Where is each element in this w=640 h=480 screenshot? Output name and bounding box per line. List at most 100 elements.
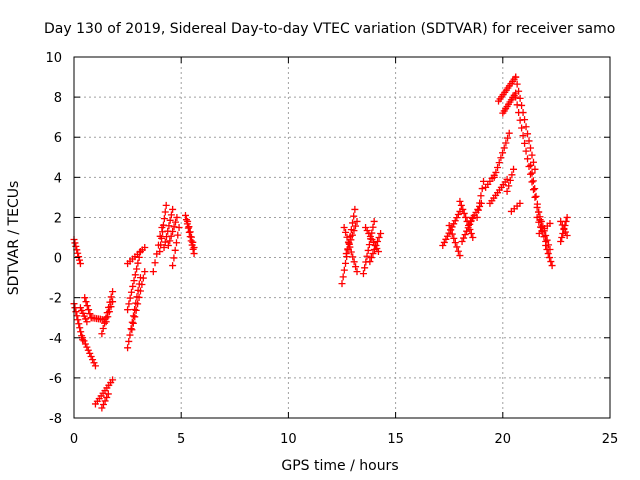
- data-point: [532, 192, 540, 200]
- data-point: [457, 201, 465, 209]
- data-point: [522, 123, 530, 131]
- data-point: [374, 238, 382, 246]
- data-point: [544, 250, 552, 258]
- data-point: [86, 349, 94, 357]
- x-tick-label: 20: [495, 432, 512, 447]
- y-axis-label: SDTVAR / TECUs: [6, 181, 22, 296]
- data-point: [529, 186, 537, 194]
- data-point: [560, 224, 568, 232]
- data-point: [368, 236, 376, 244]
- data-point: [443, 232, 451, 240]
- data-point: [83, 318, 91, 326]
- data-point: [546, 254, 554, 262]
- data-point: [339, 273, 347, 281]
- data-point: [543, 246, 551, 254]
- data-point: [73, 312, 81, 320]
- data-point: [548, 262, 556, 270]
- data-point: [467, 229, 475, 237]
- data-point: [340, 223, 348, 231]
- data-point: [129, 312, 137, 320]
- data-point: [149, 268, 157, 276]
- data-point: [528, 151, 536, 159]
- x-tick-label: 15: [387, 432, 404, 447]
- data-point: [516, 116, 524, 124]
- data-point: [450, 234, 458, 242]
- data-point: [138, 281, 146, 289]
- chart-title: Day 130 of 2019, Sidereal Day-to-day VTE…: [44, 21, 615, 37]
- data-point: [454, 247, 462, 255]
- data-point: [459, 205, 467, 213]
- data-point: [453, 243, 461, 251]
- data-point: [366, 232, 374, 240]
- data-point: [158, 234, 166, 242]
- data-point: [340, 266, 348, 274]
- data-point: [377, 229, 385, 237]
- data-point: [83, 343, 91, 351]
- data-point: [508, 171, 516, 179]
- data-point: [515, 109, 523, 117]
- data-point: [74, 249, 82, 257]
- data-point: [447, 226, 455, 234]
- y-tick-label: 8: [54, 91, 62, 106]
- data-point: [525, 137, 533, 145]
- data-point: [361, 264, 369, 272]
- data-point: [109, 376, 117, 384]
- data-point: [104, 390, 112, 398]
- data-point: [167, 232, 175, 240]
- data-point: [540, 233, 548, 241]
- y-tick-label: 2: [54, 211, 62, 226]
- data-point: [370, 217, 378, 225]
- data-point: [85, 306, 93, 314]
- data-point: [101, 397, 109, 405]
- data-point: [529, 177, 537, 185]
- data-point: [165, 222, 173, 230]
- data-point: [175, 223, 183, 231]
- data-point: [350, 227, 358, 235]
- data-point: [128, 318, 136, 326]
- data-point: [369, 223, 377, 231]
- data-point: [87, 352, 95, 360]
- data-point: [350, 258, 358, 266]
- data-point: [139, 274, 147, 282]
- data-point: [129, 319, 137, 327]
- y-tick-label: -2: [49, 292, 62, 307]
- data-point: [169, 262, 177, 270]
- data-point: [494, 164, 502, 172]
- data-point: [124, 306, 132, 314]
- data-point: [126, 331, 134, 339]
- data-point: [365, 241, 373, 249]
- data-point: [524, 130, 532, 138]
- data-point: [563, 213, 571, 221]
- plot-frame: [73, 56, 611, 419]
- data-point: [359, 270, 367, 278]
- data-point: [503, 175, 511, 183]
- data-point: [542, 242, 550, 250]
- data-point: [352, 263, 360, 271]
- data-point: [456, 252, 464, 260]
- x-tick-label: 10: [280, 432, 297, 447]
- data-point: [160, 215, 168, 223]
- data-point: [184, 217, 192, 225]
- y-tick-labels: -8 -6 -4 -2 0 2 4 6 8 10: [45, 51, 62, 427]
- data-point: [533, 203, 541, 211]
- data-point: [125, 337, 133, 345]
- data-point: [477, 192, 485, 200]
- data-point: [131, 313, 139, 321]
- data-point: [75, 320, 83, 328]
- data-point: [445, 221, 453, 229]
- data-point: [448, 230, 456, 238]
- data-point: [473, 213, 481, 221]
- data-point: [546, 219, 554, 227]
- x-axis-label: GPS time / hours: [281, 458, 398, 474]
- data-point: [535, 218, 543, 226]
- data-point: [166, 216, 174, 224]
- data-point: [497, 154, 505, 162]
- data-point: [458, 238, 466, 246]
- data-point: [518, 124, 526, 132]
- data-point: [516, 199, 524, 207]
- x-tick-label: 0: [70, 432, 78, 447]
- data-point: [185, 223, 193, 231]
- x-tick-label: 5: [177, 432, 185, 447]
- data-point: [128, 326, 136, 334]
- data-point: [503, 187, 511, 195]
